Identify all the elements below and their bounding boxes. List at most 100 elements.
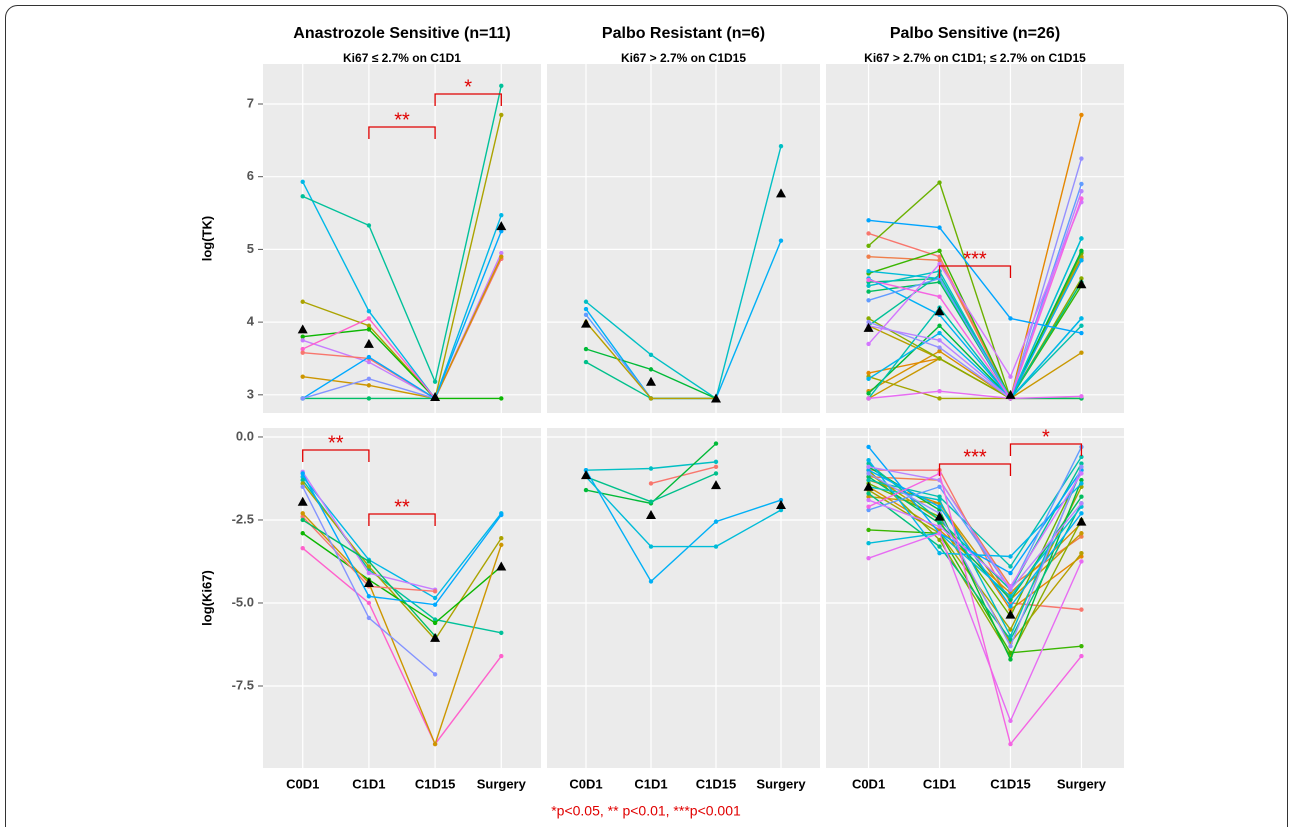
patient-point [300,338,305,343]
patient-point [648,481,654,486]
patient-point [499,512,504,518]
patient-point [300,374,305,379]
patient-line [302,476,502,599]
patient-line [585,476,782,548]
patient-point [648,466,654,471]
patient-point [366,376,372,382]
patient-point [366,316,372,321]
patient-line [585,469,782,583]
patient-point [300,514,305,519]
patient-line [650,466,717,485]
column-subtitle: Ki67 > 2.7% on C1D15 [621,51,746,65]
x-tick-label: Surgery [1057,776,1107,791]
mean-marker [297,324,308,334]
patient-point [1079,607,1084,612]
patient-point [499,254,504,259]
patient-point [1008,637,1013,642]
patient-point [1079,511,1084,516]
patient-point [866,254,871,259]
y-axis-label: log(Ki67) [199,570,214,626]
panel: ** ** [263,428,541,768]
patient-point [1079,477,1084,483]
mean-marker [646,376,656,386]
patient-point [432,672,438,677]
significance-bracket [938,463,1012,476]
patient-point [866,507,871,513]
patient-point [1008,718,1013,724]
patient-point [1079,534,1084,539]
patient-point [866,376,871,382]
significance-label: *** [963,446,987,468]
patient-line [868,250,1083,400]
patient-line [302,230,502,400]
patient-point [1079,276,1084,281]
patient-point [866,319,871,325]
patient-point [432,620,438,626]
patient-point [499,542,504,548]
patient-point [778,143,784,149]
patient-point [499,630,504,636]
patient-point [499,83,504,89]
patient-point [866,504,871,509]
patient-point [1008,570,1013,576]
patient-point [937,396,942,401]
patient-point [937,521,942,526]
column-title: Palbo Sensitive (n=26) [890,25,1060,42]
mean-marker [363,338,374,348]
patient-point [583,346,589,352]
patient-line [302,532,502,624]
patient-point [937,494,942,499]
x-tick-label: C1D1 [352,776,385,791]
patient-point [778,238,784,243]
y-tick-label: 7 [247,95,254,110]
patient-point [713,519,719,524]
mean-marker [496,221,507,231]
patient-point [366,570,372,576]
patient-point [300,346,305,352]
y-tick-label: -5.0 [232,594,254,609]
patient-point [499,250,504,256]
patient-point [1079,394,1084,399]
patient-point [1008,627,1013,632]
mean-marker [1005,609,1016,619]
patient-point [366,323,372,328]
mean-marker [1076,516,1087,526]
patient-point [1079,316,1084,321]
patient-point [1079,323,1084,328]
patient-point [1079,330,1084,336]
patient-point [300,179,305,184]
patient-line [302,114,502,400]
patient-point [648,499,654,504]
x-tick-label: C0D1 [286,776,319,791]
x-tick-label: C1D1 [634,776,667,791]
mean-marker [1005,389,1016,399]
patient-point [866,269,871,274]
significance-label: * [464,76,472,98]
patient-point [1008,584,1013,589]
patient-point [1008,604,1013,609]
mean-marker [363,578,374,588]
patient-line [302,181,502,400]
mean-marker [776,188,786,198]
patient-point [937,484,942,489]
y-tick-label: 3 [247,386,254,401]
patient-line [585,145,782,400]
patient-point [432,589,438,594]
patient-point [366,594,372,599]
significance-bracket [938,265,1012,278]
patient-line [868,473,1083,588]
patient-point [866,541,871,546]
patient-line [302,547,502,746]
patient-point [1079,350,1084,355]
x-tick-label: C0D1 [569,776,602,791]
patient-point [937,524,942,529]
patient-line [868,492,1083,641]
patient-point [366,359,372,365]
patient-point [866,474,871,480]
patient-point [866,231,871,236]
patient-point [937,330,942,336]
mean-marker [863,481,874,491]
patient-point [1079,196,1084,201]
patient-point [366,327,372,332]
patient-line [868,532,1083,723]
